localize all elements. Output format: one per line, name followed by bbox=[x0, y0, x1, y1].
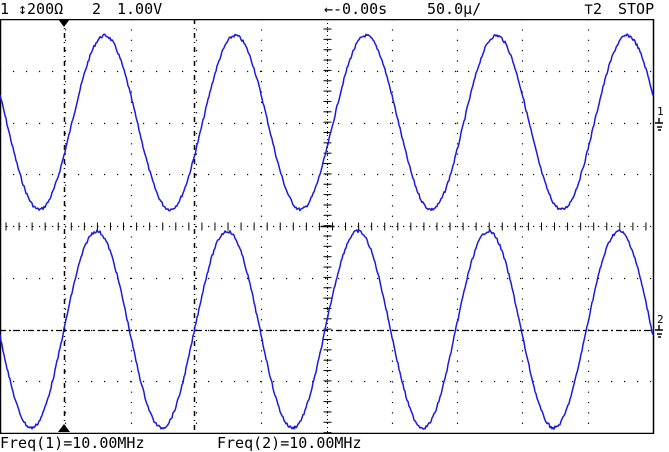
ch2-label[interactable]: 2 bbox=[92, 0, 102, 18]
freq1-measurement: Freq(1)=10.00MHz bbox=[0, 434, 145, 452]
ch1-scale[interactable]: ↕200Ω bbox=[18, 0, 64, 18]
freq2-measurement: Freq(2)=10.00MHz bbox=[217, 434, 362, 452]
ch1-ground-marker: 1 bbox=[657, 106, 664, 117]
ch1-ground-label: 1 bbox=[657, 105, 664, 118]
trigger-indicator[interactable]: ⊤2 bbox=[584, 0, 603, 18]
ground-icon bbox=[655, 118, 663, 131]
timebase[interactable]: 50.0µ/ bbox=[427, 0, 482, 18]
ground-icon bbox=[655, 325, 663, 338]
ch2-ground-marker: 2 bbox=[657, 314, 664, 325]
run-state[interactable]: STOP bbox=[618, 0, 655, 18]
ch1-trace bbox=[0, 33, 654, 212]
ch1-label[interactable]: 1 bbox=[0, 0, 10, 18]
waveform-display[interactable] bbox=[0, 18, 663, 435]
status-bar: 1 ↕200Ω 2 1.00V ←-0.00s 50.0µ/ ⊤2 STOP bbox=[0, 0, 669, 19]
scope-graticule bbox=[0, 18, 663, 435]
measurement-bar: Freq(1)=10.00MHz Freq(2)=10.00MHz bbox=[0, 434, 669, 452]
trigger-position-marker-bottom bbox=[58, 424, 70, 432]
ch2-trace bbox=[0, 229, 654, 430]
time-offset[interactable]: ←-0.00s bbox=[324, 0, 388, 18]
ch2-ground-label: 2 bbox=[657, 313, 664, 326]
ch2-scale[interactable]: 1.00V bbox=[117, 0, 163, 18]
trigger-position-marker-top bbox=[58, 19, 70, 27]
